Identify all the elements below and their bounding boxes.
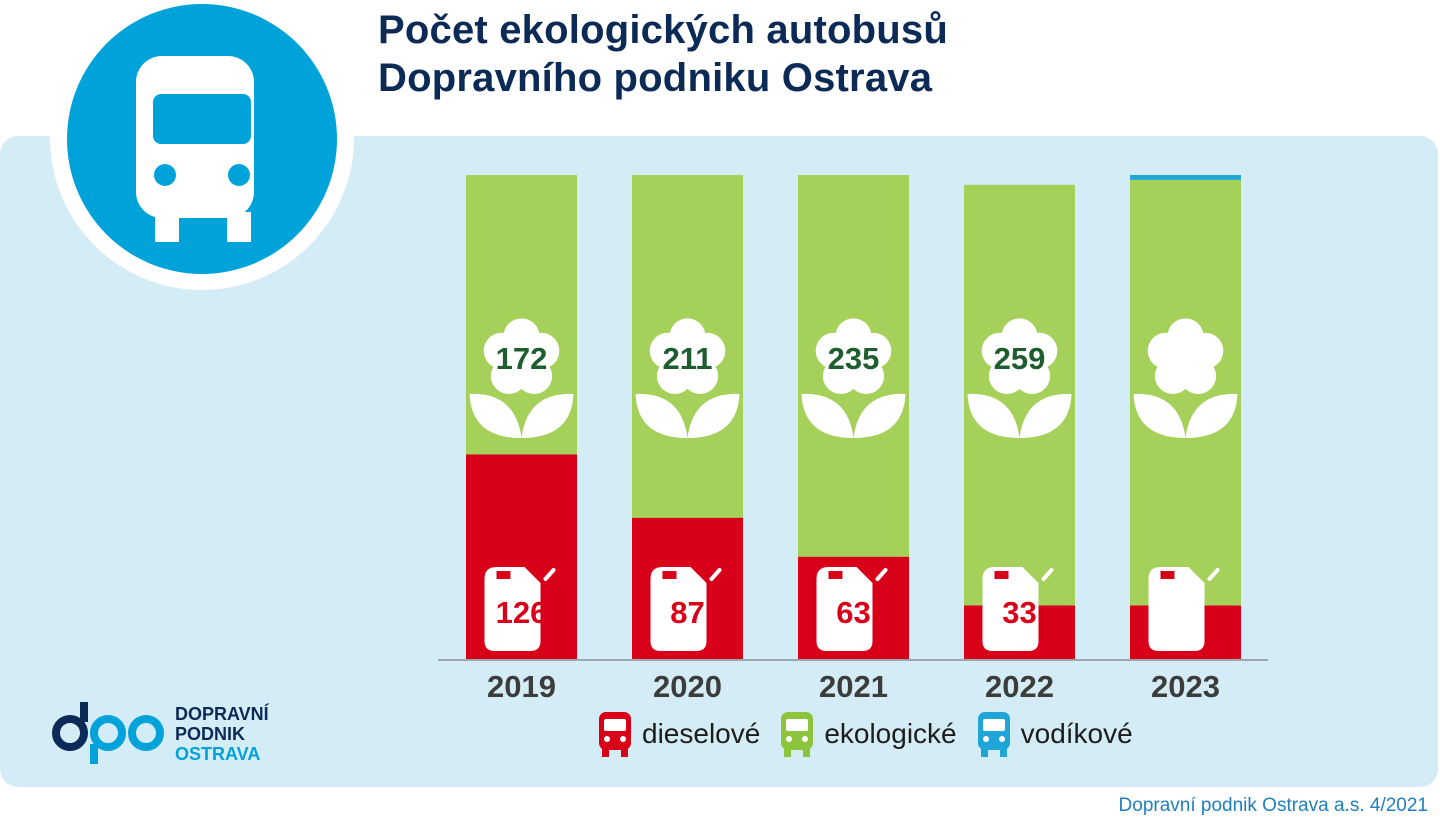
flower-leaf-left-2020 <box>635 393 688 438</box>
legend-label-diesel: dieselové <box>642 718 761 749</box>
logo-line-1: DOPRAVNÍ <box>175 704 269 724</box>
legend-label-eco: ekologické <box>824 718 957 749</box>
eco-value-label-2020: 211 <box>662 341 712 376</box>
legend-item-diesel: dieselové <box>596 711 760 757</box>
legend: dieselové ekologické vodíkové <box>596 708 1151 760</box>
flower-leaf-left-2022 <box>967 393 1020 438</box>
flower-center-2020 <box>661 333 714 385</box>
bar-hydrogen-2023 <box>1130 175 1241 180</box>
footer-credit: Dopravní podnik Ostrava a.s. 4/2021 <box>1118 795 1428 816</box>
diesel-bus-icon <box>599 712 631 757</box>
canister-handle-2022 <box>994 571 1009 579</box>
title-line-1: Počet ekologických autobusů <box>378 8 948 52</box>
canister-icon-2023 <box>1148 567 1205 651</box>
flower-leaf-left-2021 <box>801 393 854 438</box>
x-tick-label-2021: 2021 <box>819 669 888 704</box>
legend-item-eco: ekologické <box>778 711 957 757</box>
x-tick-label-2019: 2019 <box>487 669 556 704</box>
dpo-logo: DOPRAVNÍ PODNIK OSTRAVA <box>50 700 310 770</box>
title-line-2: Dopravního podniku Ostrava <box>378 56 933 100</box>
bar-eco-2023 <box>1130 179 1241 606</box>
canister-spout-2022 <box>1041 568 1054 581</box>
flower-leaf-left-2023 <box>1133 393 1186 438</box>
x-tick-label-2020: 2020 <box>653 669 722 704</box>
diesel-value-label-2019: 126 <box>496 595 548 630</box>
canister-handle-2019 <box>496 571 511 579</box>
flower-leaf-right-2022 <box>1019 393 1072 438</box>
canister-spout-2023 <box>1207 568 1220 581</box>
diesel-value-label-2022: 33 <box>1002 595 1036 630</box>
flower-leaf-right-2019 <box>521 393 574 438</box>
dpo-logo-icon <box>52 702 164 764</box>
canister-handle-2021 <box>828 571 843 579</box>
flower-leaf-right-2020 <box>687 393 740 438</box>
flower-center-2021 <box>827 333 880 385</box>
canister-icon-2021 <box>816 567 873 651</box>
flower-center-2023 <box>1159 333 1212 385</box>
bus-icon <box>136 56 254 242</box>
canister-handle-2020 <box>662 571 677 579</box>
flower-leaf-right-2023 <box>1185 393 1238 438</box>
legend-label-hydrogen: vodíkové <box>1020 718 1133 749</box>
eco-value-label-2021: 235 <box>828 341 880 376</box>
eco-bus-icon <box>781 712 814 757</box>
canister-icon-2019 <box>484 567 541 651</box>
diesel-value-label-2020: 87 <box>670 595 704 630</box>
x-tick-label-2022: 2022 <box>985 669 1054 704</box>
diesel-value-label-2021: 63 <box>836 595 870 630</box>
flower-leaf-left-2019 <box>469 393 522 438</box>
legend-item-hydrogen: vodíkové <box>975 711 1133 757</box>
logo-text: DOPRAVNÍ PODNIK OSTRAVA <box>175 704 269 764</box>
canister-spout-2020 <box>709 568 722 581</box>
flower-center-2019 <box>495 333 548 385</box>
chart-title: Počet ekologických autobusů Dopravního p… <box>378 6 948 102</box>
bus-badge <box>67 4 337 274</box>
canister-icon-2020 <box>650 567 707 651</box>
canister-handle-2023 <box>1160 571 1175 579</box>
flower-center-2022 <box>993 333 1046 385</box>
logo-line-3: OSTRAVA <box>175 744 261 764</box>
canister-icon-2022 <box>982 567 1039 651</box>
eco-value-label-2019: 172 <box>496 341 548 376</box>
logo-line-2: PODNIK <box>175 724 246 744</box>
canister-spout-2019 <box>543 568 556 581</box>
eco-value-label-2022: 259 <box>994 341 1046 376</box>
canister-spout-2021 <box>875 568 888 581</box>
x-tick-label-2023: 2023 <box>1151 669 1220 704</box>
flower-leaf-right-2021 <box>853 393 906 438</box>
hydrogen-bus-icon <box>977 712 1010 757</box>
